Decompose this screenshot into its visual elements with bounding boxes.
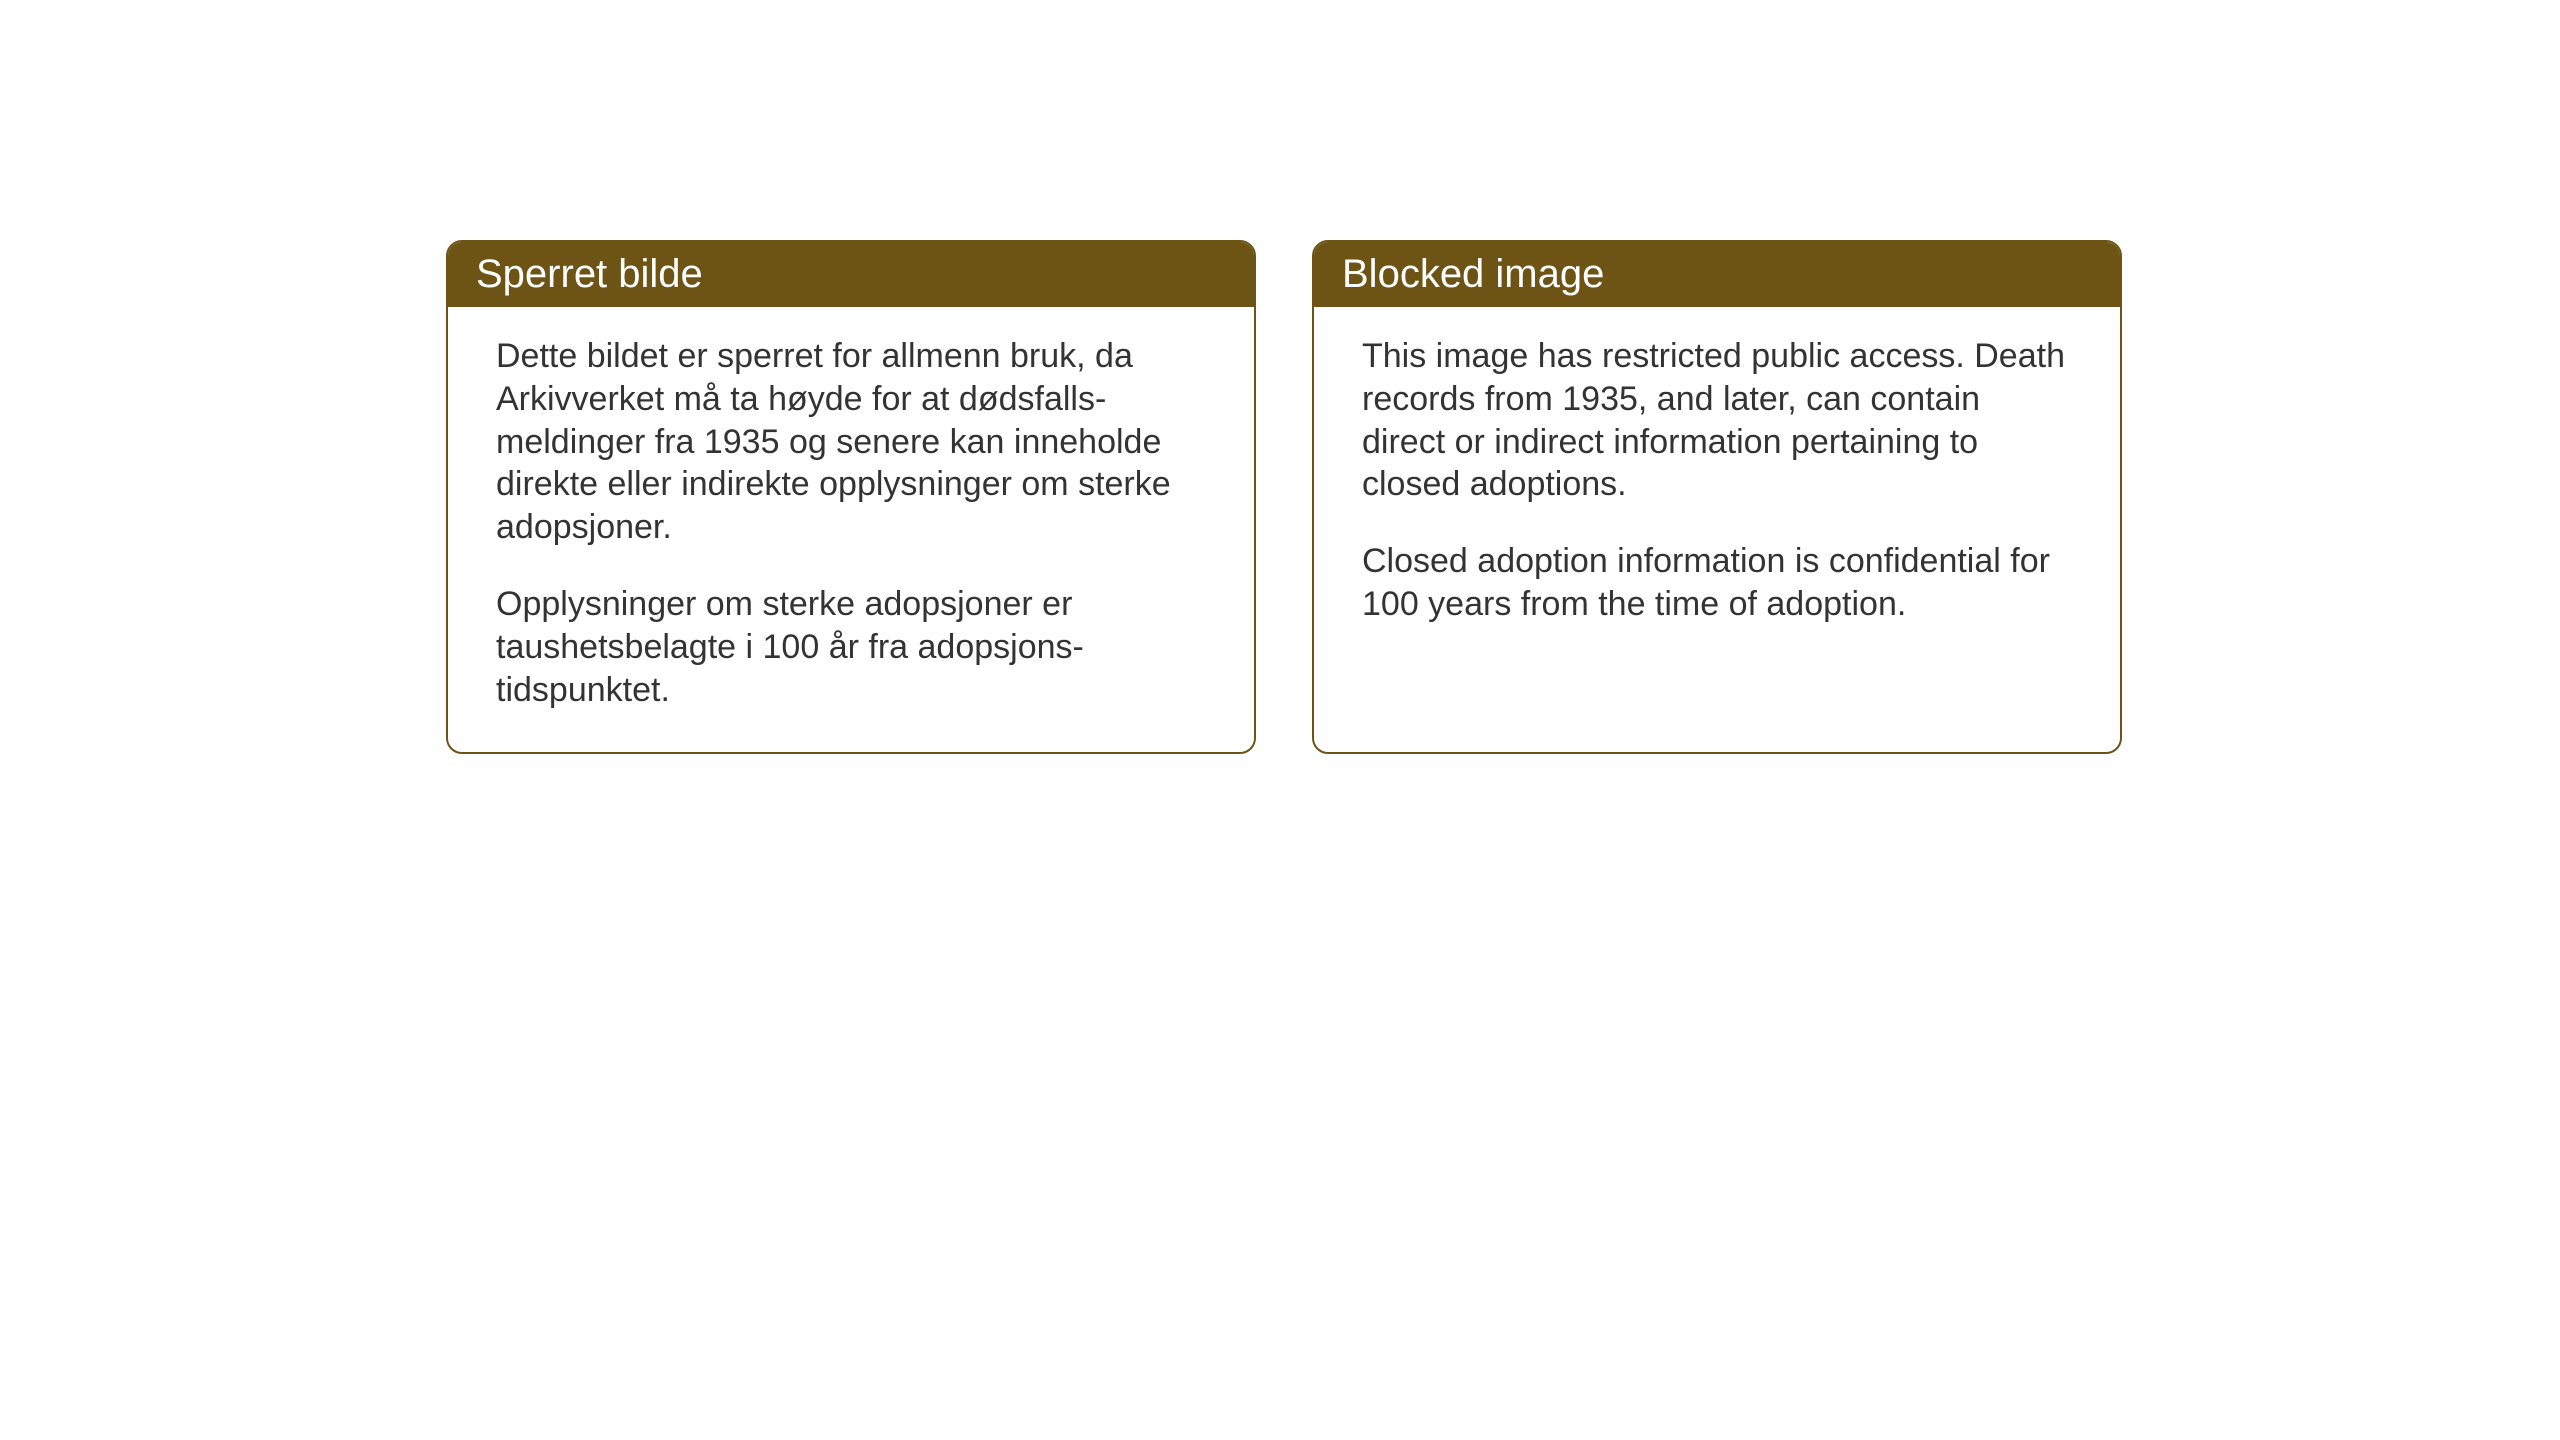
norwegian-notice-card: Sperret bilde Dette bildet er sperret fo… bbox=[446, 240, 1256, 754]
english-notice-card: Blocked image This image has restricted … bbox=[1312, 240, 2122, 754]
english-card-header: Blocked image bbox=[1314, 242, 2120, 307]
english-paragraph-2: Closed adoption information is confident… bbox=[1362, 540, 2072, 626]
english-paragraph-1: This image has restricted public access.… bbox=[1362, 335, 2072, 506]
english-card-title: Blocked image bbox=[1342, 252, 1604, 296]
norwegian-paragraph-1: Dette bildet er sperret for allmenn bruk… bbox=[496, 335, 1206, 549]
norwegian-card-header: Sperret bilde bbox=[448, 242, 1254, 307]
norwegian-card-title: Sperret bilde bbox=[476, 252, 703, 296]
english-card-body: This image has restricted public access.… bbox=[1314, 307, 2120, 747]
norwegian-paragraph-2: Opplysninger om sterke adopsjoner er tau… bbox=[496, 583, 1206, 711]
notice-container: Sperret bilde Dette bildet er sperret fo… bbox=[446, 240, 2122, 754]
norwegian-card-body: Dette bildet er sperret for allmenn bruk… bbox=[448, 307, 1254, 752]
